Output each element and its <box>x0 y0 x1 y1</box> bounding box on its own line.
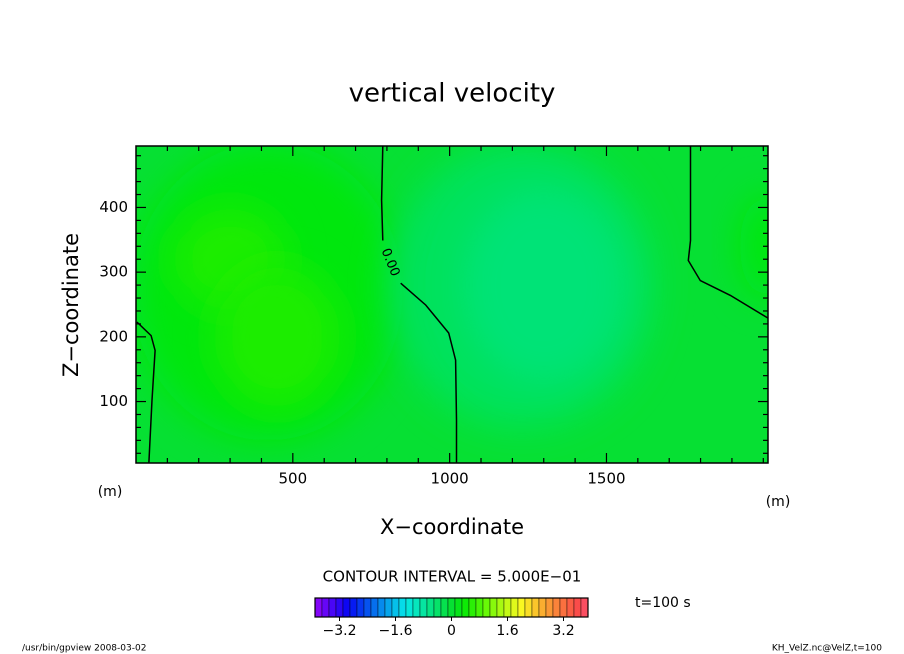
x-axis-label: X−coordinate <box>380 515 524 539</box>
colorbar-box <box>559 597 568 618</box>
colorbar-box <box>398 597 407 618</box>
y-tick-label: 100 <box>99 392 128 410</box>
colorbar-box <box>363 597 372 618</box>
colorbar-tick-label: 3.2 <box>552 623 574 639</box>
colorbar-box <box>545 597 554 618</box>
colorbar-box <box>468 597 477 618</box>
x-tick-label: 500 <box>279 470 308 488</box>
colorbar-box <box>321 597 330 618</box>
colorbar-box <box>517 597 526 618</box>
colorbar-box <box>419 597 428 618</box>
y-axis-label: Z−coordinate <box>59 233 83 377</box>
field-feature <box>214 265 340 409</box>
colorbar-box <box>552 597 561 618</box>
time-label: t=100 s <box>635 595 691 611</box>
chart-title: vertical velocity <box>349 79 556 109</box>
plot-frame <box>135 145 769 464</box>
colorbar-box <box>503 597 512 618</box>
axes: 500 1000 1500 100 200 300 400 <box>99 145 769 488</box>
colorbar-box <box>510 597 519 618</box>
colorbar-box <box>370 597 379 618</box>
colorbar-box <box>314 597 323 618</box>
colorbar-box <box>496 597 505 618</box>
colorbar-box <box>461 597 470 618</box>
colorbar-box <box>524 597 533 618</box>
x-tick-label: 1000 <box>431 470 469 488</box>
footer-left: /usr/bin/gpview 2008-03-02 <box>22 644 146 654</box>
field-feature <box>462 188 626 383</box>
colorbar-box <box>580 597 589 618</box>
colorbar-box <box>384 597 393 618</box>
colorbar-tick-label: −1.6 <box>379 623 413 639</box>
colorbar-box <box>426 597 435 618</box>
contour-interval: CONTOUR INTERVAL = 5.000E−01 <box>323 568 582 586</box>
colorbar-box <box>349 597 358 618</box>
x-tick-label: 1500 <box>587 470 625 488</box>
colorbar-box <box>391 597 400 618</box>
colorbar-box <box>342 597 351 618</box>
colorbar-box <box>489 597 498 618</box>
colorbar-box <box>377 597 386 618</box>
colorbar-box <box>356 597 365 618</box>
colorbar-box <box>412 597 421 618</box>
y-tick-label: 400 <box>99 198 128 216</box>
colorbar-box <box>482 597 491 618</box>
y-unit: (m) <box>98 484 123 500</box>
colorbar-box <box>440 597 449 618</box>
colorbar-tick-label: −3.2 <box>323 623 357 639</box>
colorbar-box <box>328 597 337 618</box>
colorbar-box <box>447 597 456 618</box>
footer-right: KH_VelZ.nc@VelZ,t=100 <box>772 644 882 654</box>
colorbar-box <box>538 597 547 618</box>
colorbar-box <box>433 597 442 618</box>
contour-line <box>136 146 768 463</box>
colorbar: −3.2 −1.6 0 1.6 3.2 <box>314 597 589 639</box>
y-tick-label: 200 <box>99 327 128 345</box>
colorbar-box <box>454 597 463 618</box>
field: 0.00 <box>136 146 768 463</box>
colorbar-box <box>531 597 540 618</box>
colorbar-box <box>475 597 484 618</box>
colorbar-box <box>566 597 575 618</box>
colorbar-box <box>405 597 414 618</box>
x-unit: (m) <box>766 494 791 510</box>
colorbar-tick-label: 0 <box>447 623 456 639</box>
colorbar-box <box>335 597 344 618</box>
colorbar-box <box>573 597 582 618</box>
y-tick-label: 300 <box>99 263 128 281</box>
colorbar-tick-label: 1.6 <box>496 623 518 639</box>
